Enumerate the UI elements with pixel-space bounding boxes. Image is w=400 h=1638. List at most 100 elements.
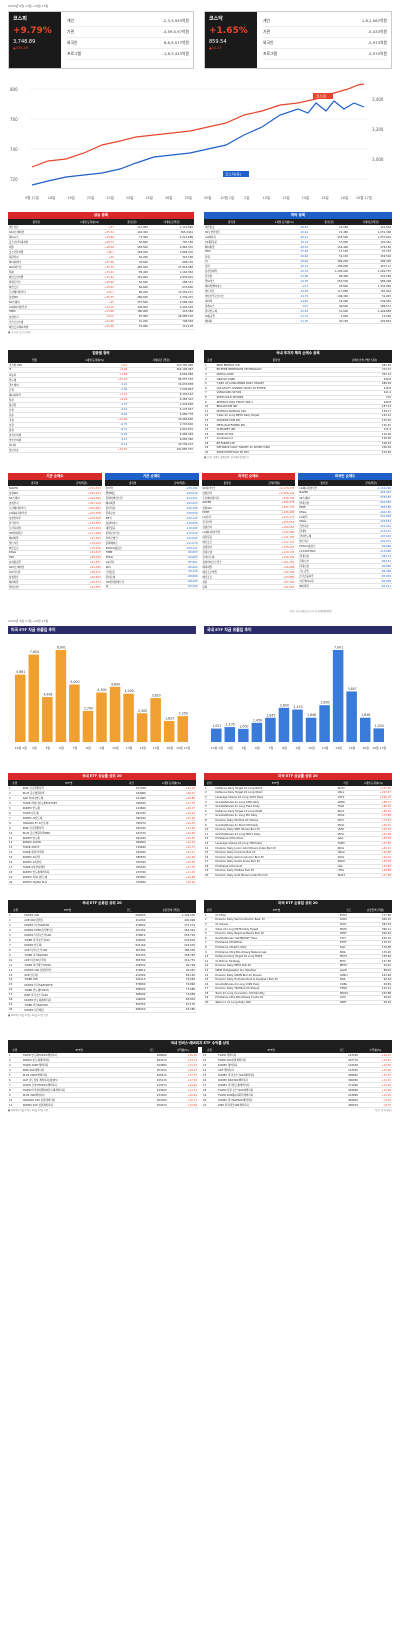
table-cell: 2,339,415 (148, 294, 194, 301)
table-cell: 11 (204, 831, 215, 837)
table-row: 1 BIRD ENERGY LTD 481.29 (204, 363, 392, 369)
column-header: ETF명 (217, 1047, 326, 1053)
table-row: LG에너지솔루션 +144,480 (201, 529, 296, 536)
bar (373, 728, 384, 742)
table-header-row: 순위 ETF명 기간 1개월 등락률(%) (204, 780, 392, 786)
table-cell: +215,177 (252, 514, 296, 521)
table-header-row: 순위 종목명 순매수금액 (백만 달러) (204, 357, 392, 363)
table-row: 코스피 200 +8.0 123,755,280 (8, 363, 194, 369)
y-left-label: 800 (10, 87, 18, 92)
table-row: 6 TIGER 반도체 091230 +26.02 (8, 810, 196, 817)
table-cell: 8 (8, 1087, 22, 1094)
investor-value: -2,3,3,933억원 (162, 18, 189, 23)
table-cell: 3 (204, 372, 216, 378)
table-cell: 7 (8, 1082, 22, 1089)
table-cell: 271060 (325, 1082, 359, 1089)
table-row: 에코프로 +28.02 60,600 670,800 (8, 284, 194, 291)
table-cell: 123,755,280 (128, 363, 194, 369)
table-cell: TIGER 레버리지 (217, 1053, 326, 1059)
table-cell: TIGER 미국나스닥100 (23, 937, 112, 944)
table-cell: Leverage Shares 2X Long TSM Daily (214, 841, 337, 847)
table-cell: 엠씨넥스 (204, 278, 260, 285)
table-row: 20 SPDR PORTFOLIO SP 500 104.46 (204, 450, 392, 456)
table-cell: -111,070 (160, 540, 199, 547)
table-cell: +42.01 (355, 854, 392, 860)
table-cell: 481.29 (336, 363, 392, 369)
table-cell: 243890 (325, 1092, 359, 1099)
column-header: 1개월 등락률(%) (355, 780, 392, 786)
table-cell: 두산디지털 (8, 525, 62, 532)
table-cell: +26.02 (146, 810, 196, 817)
table-cell: UTSL (336, 868, 356, 874)
table-cell: ACE 미국나스닥100 (23, 947, 112, 954)
table-cell: KODEX AI반도체 (21, 815, 116, 822)
table-cell: 118.56 (336, 436, 392, 442)
table-cell: +9.05 (359, 1097, 392, 1104)
column-header: 종가(원) (114, 219, 149, 225)
table-cell: 한진칼 (204, 273, 260, 280)
table-cell: 클래시스 (204, 303, 260, 310)
bar-value-label: 1,000 (239, 724, 248, 728)
bar-category-label: 10일 (308, 745, 315, 750)
table-row: HMM +246,490 (201, 510, 296, 516)
table-cell: +19.56 (167, 1102, 198, 1109)
table-cell: CJ (104, 584, 161, 590)
table-row: SK이노베이션 +55.32 142,300 365,2461 (8, 229, 194, 236)
table-cell: 20 (8, 879, 22, 885)
table-cell: +397,259 (61, 500, 102, 507)
table-row: 15 Direxion Daily Uranium Bull 2X URAA +44.… (204, 850, 392, 856)
table-cell: TIGER 미국S&P500 (23, 1002, 112, 1008)
table-cell: -96,803 (160, 550, 199, 556)
table-cell: 670,800 (148, 284, 194, 291)
table-cell: +24.76 (146, 820, 196, 827)
table-cell: 379800 (111, 922, 147, 929)
bar (224, 727, 236, 742)
table-cell: +414,094 (61, 495, 102, 502)
table-row: HDC -17.04 17,130 97,767 (204, 249, 392, 255)
table-cell: -76,124 (160, 569, 199, 575)
bar-value-label: 1,456 (253, 718, 262, 722)
table-cell: 20 (204, 450, 216, 456)
table-row: 한화오션 -96,151 (298, 558, 392, 565)
table-row: 3 KODEX 미국S&P500 379800 373,274 (8, 922, 196, 929)
table-cell: 233160 (136, 1092, 168, 1099)
table-row: 삼성전기 +397,259 (8, 500, 102, 507)
table-cell: Direxion Daily Semiconductor Bull 3X (214, 854, 337, 860)
table-row: 카카오뱅크 -112,000 (104, 535, 199, 542)
table-cell: BITFARMS LTD (215, 441, 337, 447)
table-cell: GraniteShares 2x Long MU Daily (214, 813, 337, 819)
table-cell: KODEX 반도체 (21, 835, 116, 842)
table-cell: 146,300 (309, 293, 350, 300)
table-cell: 396.11 (358, 926, 392, 932)
bar (251, 722, 263, 742)
table-row: 12 T-Rex 2X Long META Daily Target 143.12 (204, 413, 392, 419)
bar (211, 728, 222, 742)
bar-category-label: 3일 (46, 745, 51, 750)
table-row: LG화학 -137,949 (298, 514, 392, 520)
table-row: 19 DEFIANCE DAILY TARGET 2X SHORT ICNQ 106… (204, 445, 392, 451)
table-cell: 1,282,753 (349, 268, 392, 275)
column-header: 거래대금(억원) (349, 219, 392, 225)
table-cell: +27.18 (146, 800, 196, 807)
table-cell: 396500 (111, 987, 147, 993)
table-cell: +57 (64, 225, 115, 231)
table-cell: 143.02 (336, 418, 392, 424)
table-cell: 1 (204, 363, 216, 369)
table-cell: 2,707,602 (128, 422, 194, 428)
table-cell: KODEX 반도체 (21, 805, 116, 812)
table-row: 9 ProShares Ultra Bloomberg Natural Gas BO… (204, 949, 392, 955)
table-cell: +20.88 (146, 874, 196, 881)
table-cell: +24.52 (146, 835, 196, 842)
table-row: 17 Direxion Daily TSM Bull 2X Shares TSMX 1… (204, 986, 392, 992)
table-cell: 787,784 (148, 239, 194, 246)
table-cell: KODEX 미국배당 (23, 1007, 112, 1013)
column-header: 순위 (204, 357, 216, 363)
table-cell: TIGER 200 (23, 977, 112, 983)
bar-category-label: 15일 (349, 745, 356, 750)
bar-category-label: 16일 (362, 745, 369, 750)
table-cell: TIGER 미국S&P500 (23, 952, 112, 959)
table-cell: -11.35 (259, 318, 310, 325)
table-row: 반도체 +21.23 84,057,742 (8, 377, 194, 383)
table-row: 9 PLUS 200레버리지 233160 +20.64 (8, 1092, 198, 1099)
table-cell: NAIL (338, 977, 359, 983)
